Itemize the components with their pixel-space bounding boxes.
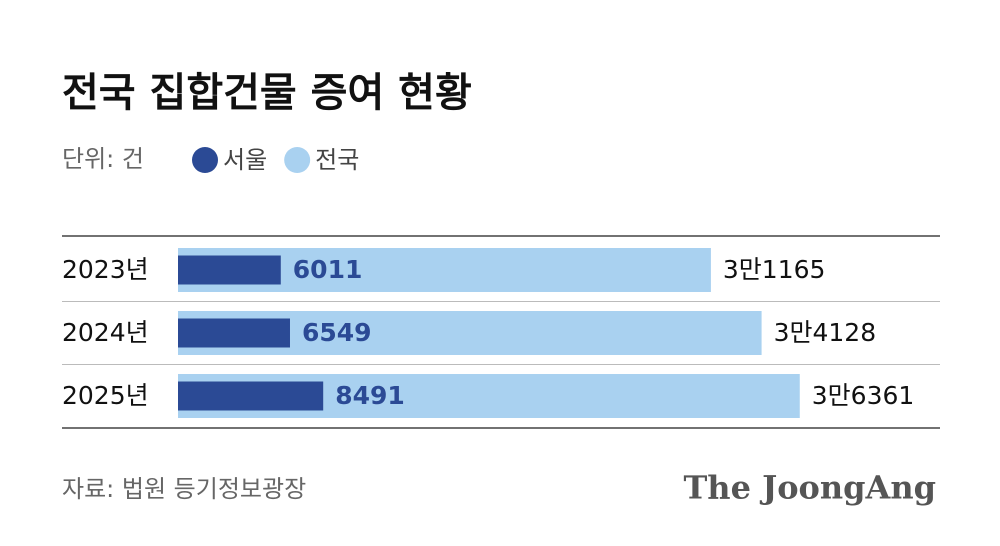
value-label: 8491 [335,381,405,410]
y-tick-label: 2025년 [62,381,149,410]
value-label: 3만4128 [774,318,877,347]
value-label: 3만1165 [723,255,826,284]
y-tick-label: 2024년 [62,318,149,347]
chart-title: 전국 집합건물 증여 현황 [62,70,472,116]
legend-label: 서울 [223,146,267,174]
value-label: 6011 [293,255,363,284]
legend-marker [192,147,218,173]
bar [178,381,324,411]
source: 자료: 법원 등기정보광장 [62,475,306,503]
legend-marker [284,147,311,173]
value-label: 3만6361 [812,381,915,410]
bar [178,318,290,348]
bar [178,255,281,285]
brand-logo: The JoongAng [683,469,936,507]
y-tick-label: 2023년 [62,255,149,284]
unit-label: 단위: 건 [62,145,144,173]
value-label: 6549 [302,318,372,347]
legend-label: 전국 [315,146,359,174]
